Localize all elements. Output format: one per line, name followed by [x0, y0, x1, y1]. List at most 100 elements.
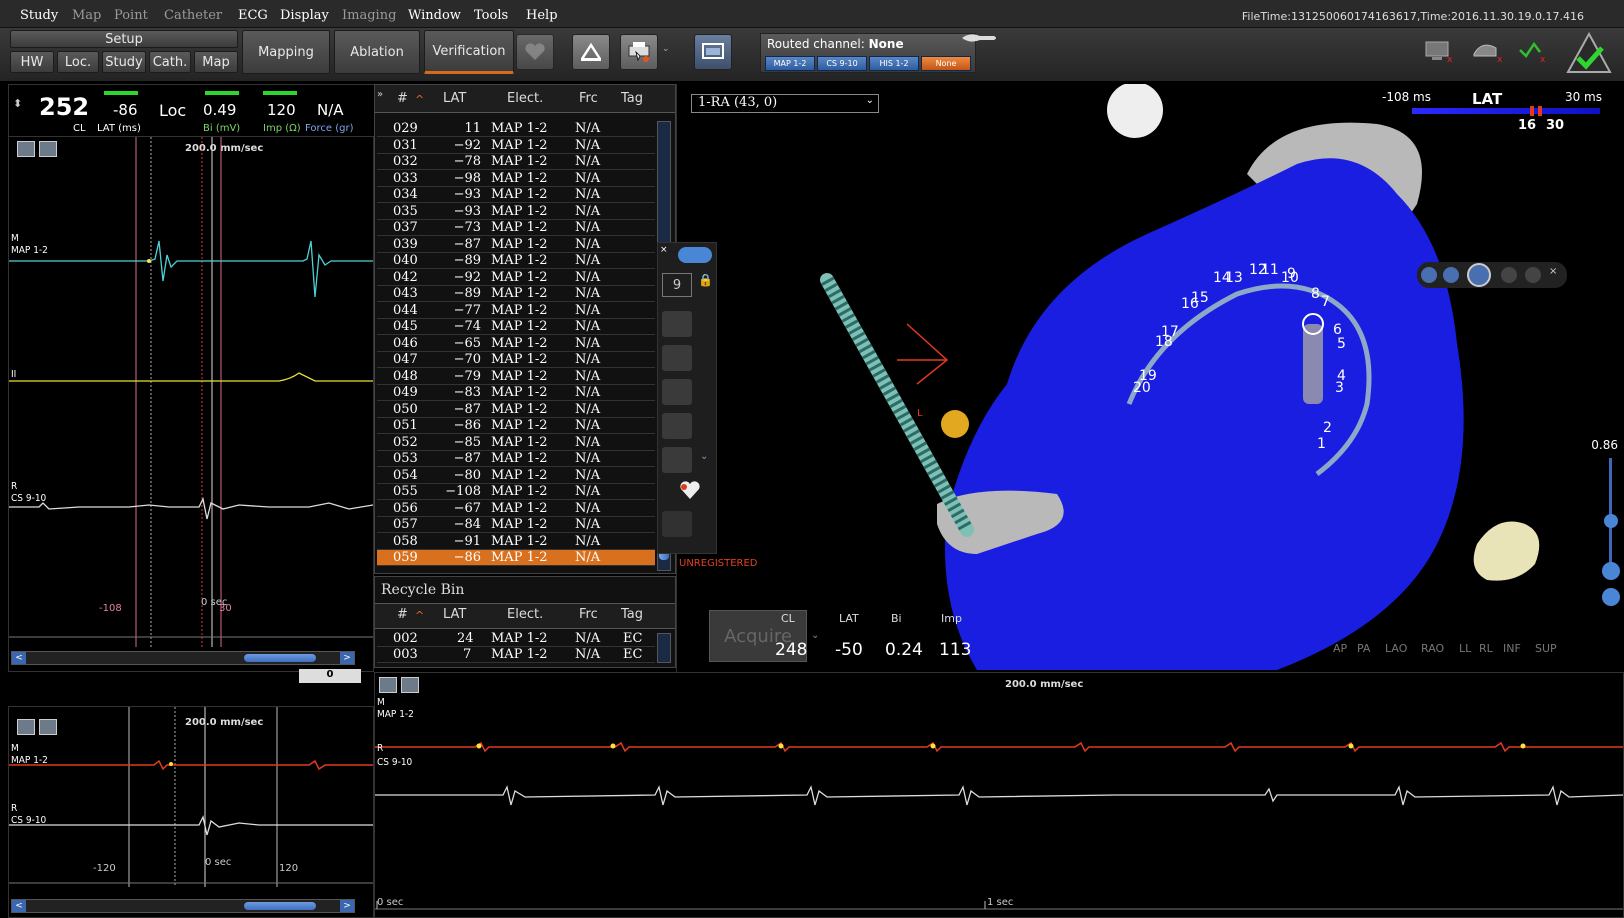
table-row[interactable]: 035 −93 MAP 1-2 N/A	[377, 204, 655, 220]
route-channel-cs910[interactable]: CS 9-10	[817, 56, 867, 71]
magnetic-error-icon[interactable]: x	[1470, 38, 1504, 68]
route-channel-map12[interactable]: MAP 1-2	[765, 56, 815, 71]
recycle-col-frc[interactable]: Frc	[579, 607, 598, 622]
table-row[interactable]: 050 −87 MAP 1-2 N/A	[377, 402, 655, 418]
skip-back-icon[interactable]	[1421, 267, 1437, 283]
table-row[interactable]: 058 −91 MAP 1-2 N/A	[377, 534, 655, 550]
palette-tool-4-icon[interactable]	[662, 413, 692, 439]
view-pa[interactable]: PA	[1357, 642, 1371, 655]
menu-study[interactable]: Study	[20, 8, 59, 23]
route-channel-none[interactable]: None	[921, 56, 971, 71]
table-row[interactable]: 047 −70 MAP 1-2 N/A	[377, 352, 655, 368]
palette-tool-3-icon[interactable]	[662, 379, 692, 405]
table-row[interactable]: 034 −93 MAP 1-2 N/A	[377, 187, 655, 203]
system-ok-icon[interactable]	[1566, 31, 1612, 78]
view-rl[interactable]: RL	[1479, 642, 1493, 655]
zoom-tool-icon[interactable]	[17, 141, 35, 157]
view-ll[interactable]: LL	[1459, 642, 1472, 655]
acquire-button[interactable]: Acquire	[709, 610, 807, 662]
zoom-slider-thumb[interactable]	[1604, 514, 1618, 528]
map-view[interactable]: L 1 2 3 4 5 6 7 8 9 10 11 12 13 14 15 16…	[657, 84, 1624, 672]
menu-window[interactable]: Window	[408, 8, 461, 23]
acquire-dropdown-icon[interactable]: ⌄	[811, 630, 820, 641]
palette-tool-5-icon[interactable]	[662, 447, 692, 473]
table-row[interactable]: 033 −98 MAP 1-2 N/A	[377, 171, 655, 187]
add-tool-icon[interactable]	[39, 141, 57, 157]
bl-scroll-right-icon[interactable]: >	[340, 900, 354, 912]
ecg-scrollbar[interactable]: < >	[11, 651, 355, 665]
route-channel-his12[interactable]: HIS 1-2	[869, 56, 919, 71]
table-row[interactable]: 054 −80 MAP 1-2 N/A	[377, 468, 655, 484]
verification-button[interactable]: Verification	[424, 30, 514, 74]
rewind-icon[interactable]	[1443, 267, 1459, 283]
print-dropdown-icon[interactable]: ⌄	[662, 44, 670, 54]
lat-high-marker[interactable]	[1538, 106, 1542, 116]
table-row[interactable]: 048 −79 MAP 1-2 N/A	[377, 369, 655, 385]
col-tag[interactable]: Tag	[621, 91, 644, 106]
setup-tab-loc[interactable]: Loc.	[57, 51, 99, 73]
table-row[interactable]: 059 −86 MAP 1-2 N/A	[377, 550, 655, 566]
stats-sort-icon[interactable]: ⬍	[13, 97, 23, 110]
table-row[interactable]: 031 −92 MAP 1-2 N/A	[377, 138, 655, 154]
map-select[interactable]: 1-RA (43, 0) ⌄	[691, 94, 879, 113]
mapping-button[interactable]: Mapping	[242, 30, 330, 74]
bl-add-tool-icon[interactable]	[39, 719, 57, 735]
scroll-left-icon[interactable]: <	[12, 652, 26, 664]
print-icon[interactable]	[620, 34, 658, 70]
table-row[interactable]: 044 −77 MAP 1-2 N/A	[377, 303, 655, 319]
recycle-sort-icon[interactable]: ^	[415, 609, 425, 622]
palette-close-icon[interactable]: ×	[660, 245, 668, 255]
col-number[interactable]: #	[397, 91, 408, 106]
table-row[interactable]: 046 −65 MAP 1-2 N/A	[377, 336, 655, 352]
heart-icon[interactable]	[516, 34, 554, 70]
menu-point[interactable]: Point	[114, 8, 148, 23]
col-lat[interactable]: LAT	[443, 91, 467, 106]
table-row[interactable]: 045 −74 MAP 1-2 N/A	[377, 319, 655, 335]
recycle-row[interactable]: 002 24 MAP 1-2 N/A EC	[377, 631, 655, 647]
setup-button[interactable]: Setup	[10, 30, 238, 48]
menu-catheter[interactable]: Catheter	[164, 8, 223, 23]
zoom-stepper[interactable]: 0	[299, 669, 361, 683]
rotate-up-icon[interactable]	[1602, 588, 1620, 606]
bl-zoom-tool-icon[interactable]	[17, 719, 35, 735]
recycle-row[interactable]: 003 7 MAP 1-2 N/A EC	[377, 647, 655, 663]
palette-expand-icon[interactable]: ⌄	[700, 451, 709, 462]
menu-help[interactable]: Help	[526, 8, 558, 23]
palette-tool-2-icon[interactable]	[662, 345, 692, 371]
skip-forward-icon[interactable]	[1525, 267, 1541, 283]
table-row[interactable]: 040 −89 MAP 1-2 N/A	[377, 253, 655, 269]
table-row[interactable]: 049 −83 MAP 1-2 N/A	[377, 385, 655, 401]
col-elect[interactable]: Elect.	[507, 91, 544, 106]
menu-imaging[interactable]: Imaging	[342, 8, 397, 23]
col-frc[interactable]: Frc	[579, 91, 598, 106]
menu-tools[interactable]: Tools	[474, 8, 509, 23]
setup-tab-hw[interactable]: HW	[10, 51, 54, 73]
lat-low-marker[interactable]	[1530, 106, 1534, 116]
setup-tab-cath[interactable]: Cath.	[149, 51, 191, 73]
catheter-view-icon[interactable]	[572, 34, 610, 70]
menu-map[interactable]: Map	[72, 8, 102, 23]
table-row[interactable]: 057 −84 MAP 1-2 N/A	[377, 517, 655, 533]
table-row[interactable]: 039 −87 MAP 1-2 N/A	[377, 237, 655, 253]
heart-status-icon[interactable]: x	[1516, 38, 1550, 68]
table-row[interactable]: 037 −73 MAP 1-2 N/A	[377, 220, 655, 236]
monitor-error-icon[interactable]: x	[1424, 38, 1454, 68]
lock-icon[interactable]: 🔒	[698, 273, 713, 287]
table-row[interactable]: 043 −89 MAP 1-2 N/A	[377, 286, 655, 302]
palette-heart-icon[interactable]	[678, 247, 712, 263]
view-rao[interactable]: RAO	[1421, 642, 1445, 655]
bl-scroll-left-icon[interactable]: <	[12, 900, 26, 912]
table-row[interactable]: 032 −78 MAP 1-2 N/A	[377, 154, 655, 170]
bl-scrollbar[interactable]: < >	[11, 899, 355, 913]
forward-icon[interactable]	[1501, 267, 1517, 283]
table-row[interactable]: 056 −67 MAP 1-2 N/A	[377, 501, 655, 517]
table-row[interactable]: 029 11 MAP 1-2 N/A	[377, 121, 655, 137]
table-row[interactable]: 052 −85 MAP 1-2 N/A	[377, 435, 655, 451]
close-playback-icon[interactable]: ×	[1549, 266, 1558, 277]
view-lao[interactable]: LAO	[1385, 642, 1408, 655]
recycle-col-lat[interactable]: LAT	[443, 607, 467, 622]
scroll-thumb[interactable]	[244, 654, 316, 662]
view-sup[interactable]: SUP	[1535, 642, 1557, 655]
expand-icon[interactable]: »	[377, 89, 384, 100]
setup-tab-map[interactable]: Map	[194, 51, 238, 73]
